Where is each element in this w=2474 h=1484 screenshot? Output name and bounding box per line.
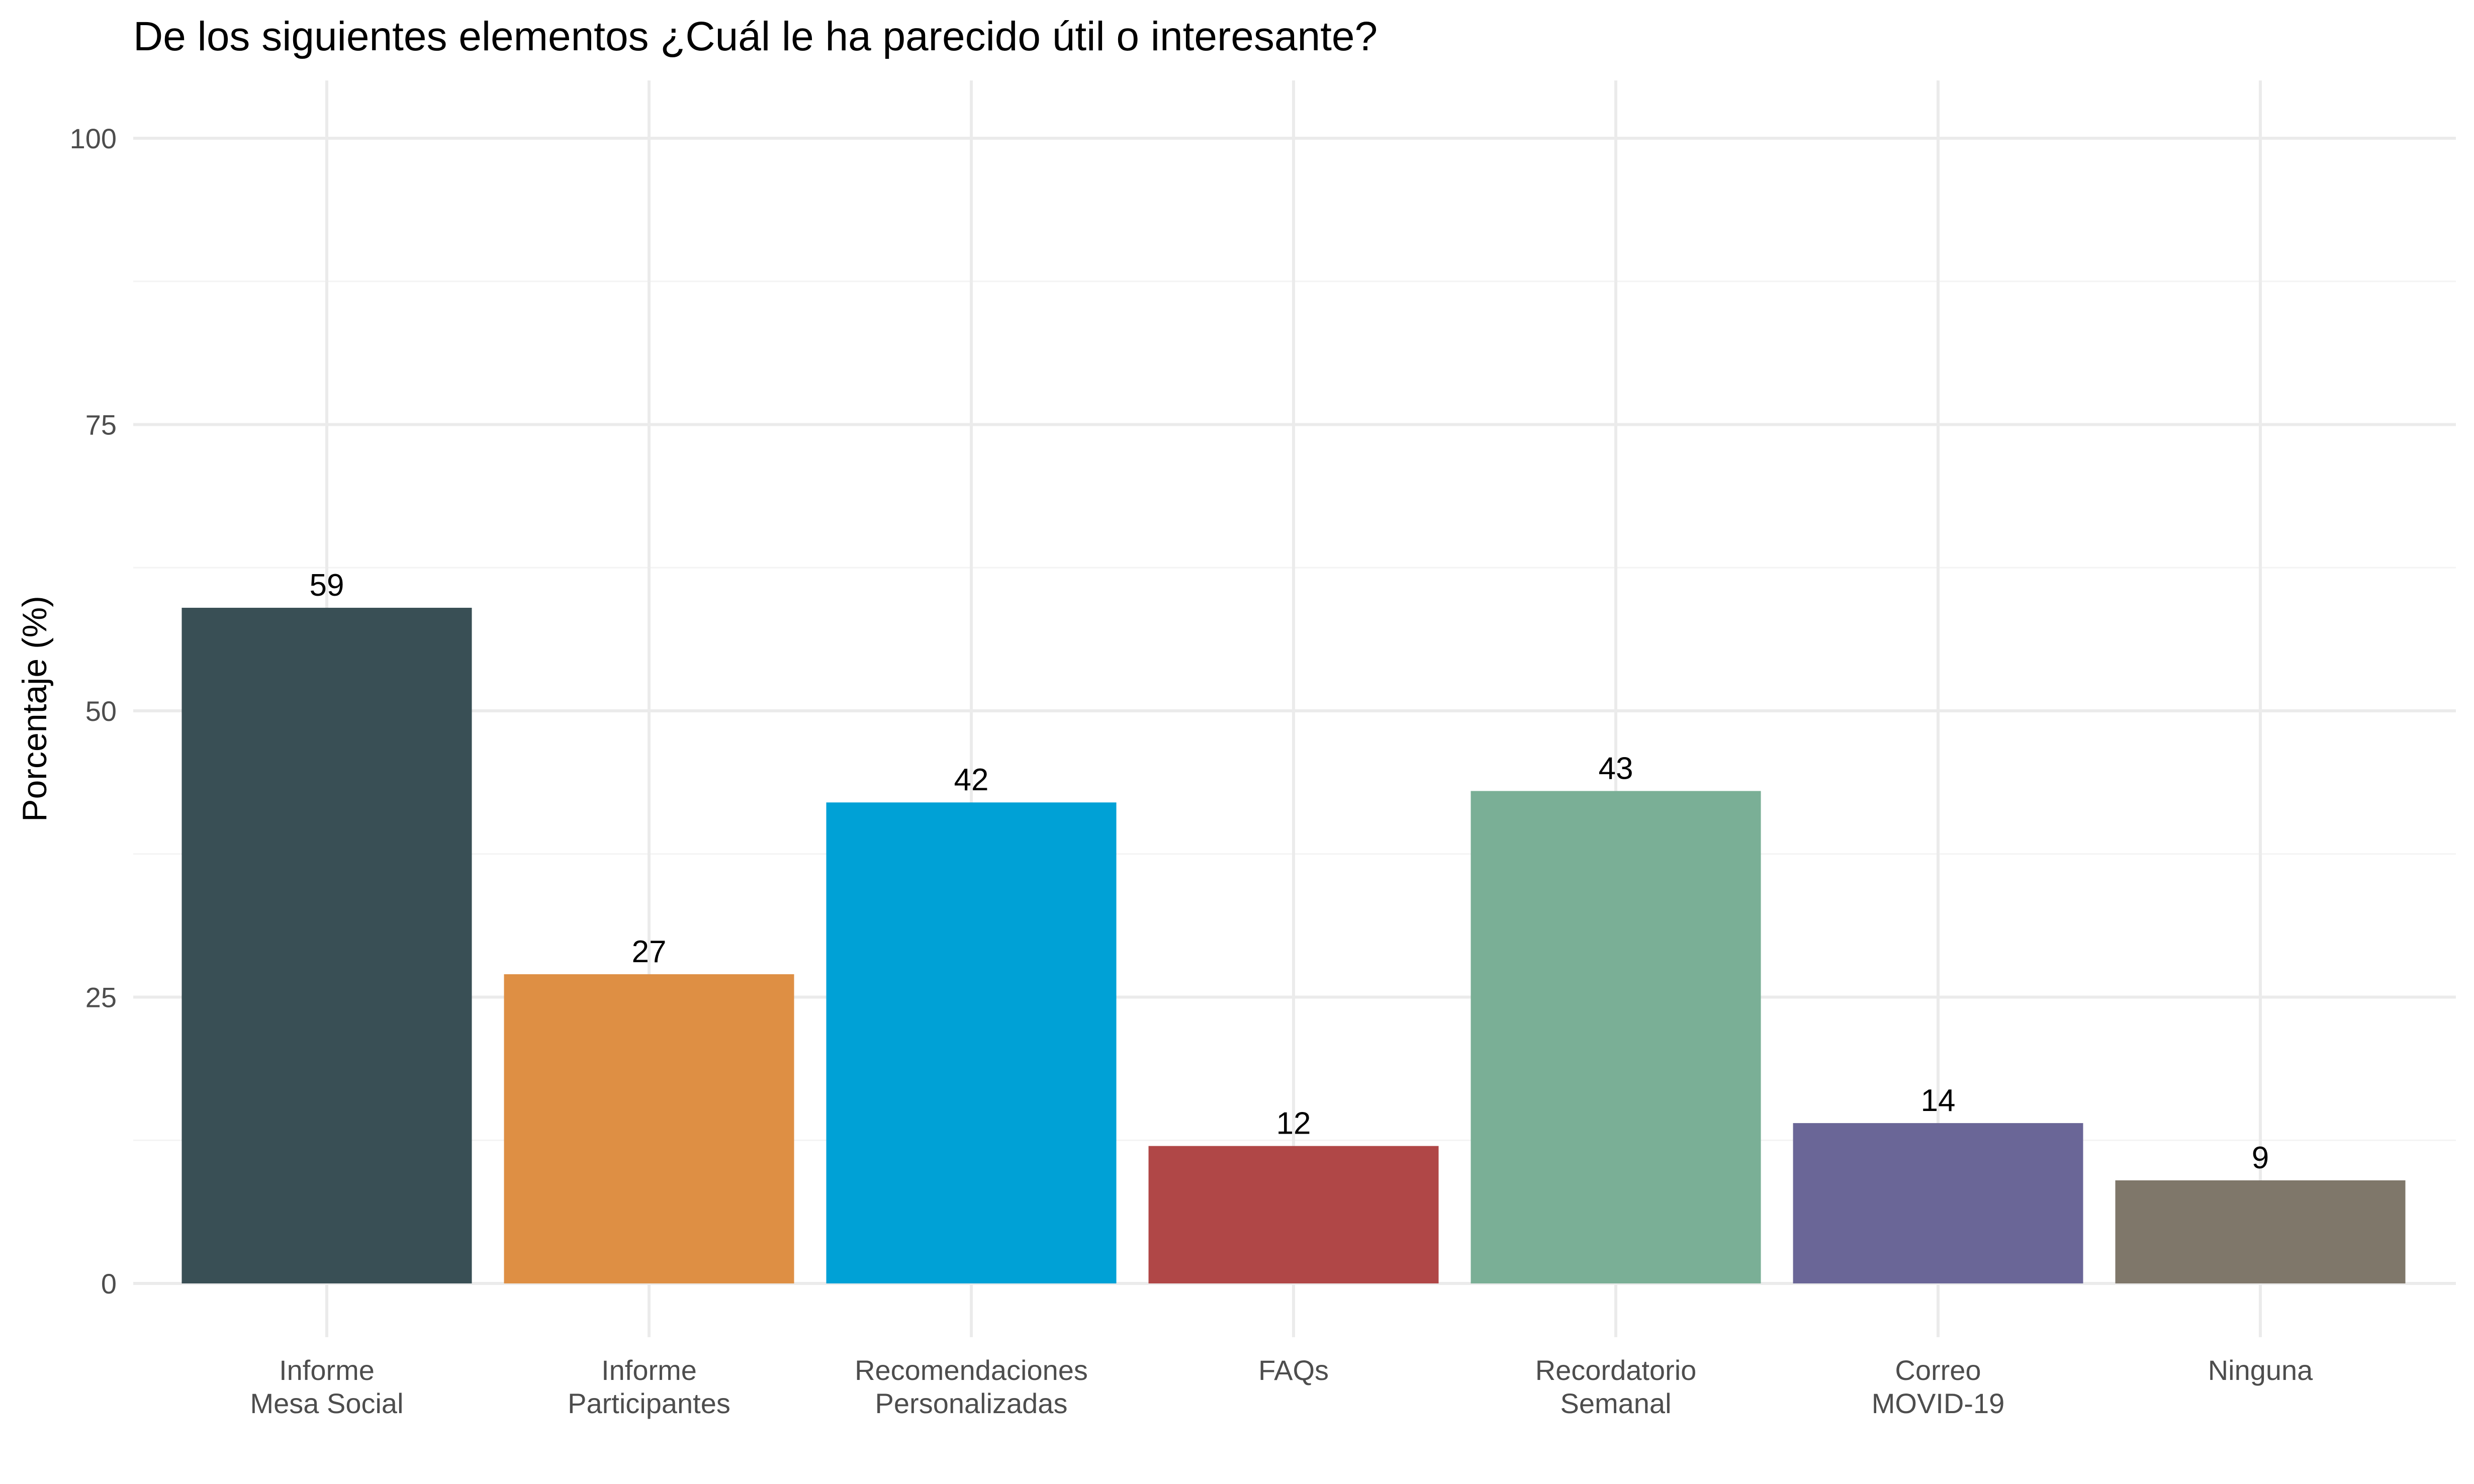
bar <box>1148 1146 1439 1283</box>
data-labels: 59 27 42 12 43 14 9 <box>310 568 2269 1175</box>
data-label: 12 <box>1276 1106 1311 1141</box>
bar <box>2115 1180 2406 1283</box>
x-ticks: Informe Mesa Social Informe Participantes Re… <box>250 1354 2313 1419</box>
x-tick-label: Informe Participantes <box>568 1354 730 1419</box>
y-axis-label: Porcentaje (%) <box>16 596 54 822</box>
y-tick-label: 25 <box>85 982 117 1013</box>
bar <box>504 974 794 1283</box>
bar <box>826 802 1117 1283</box>
y-tick-label: 0 <box>101 1268 117 1300</box>
x-tick-label: Informe Mesa Social <box>250 1354 403 1419</box>
x-tick-label: Recomendaciones Personalizadas <box>855 1354 1088 1419</box>
y-tick-label: 50 <box>85 695 117 727</box>
data-label: 43 <box>1599 751 1633 786</box>
x-tick-label: Ninguna <box>2208 1354 2313 1386</box>
y-ticks: 0 25 50 75 100 <box>70 123 117 1300</box>
y-tick-label: 75 <box>85 409 117 441</box>
data-label: 59 <box>310 568 344 603</box>
data-label: 42 <box>954 763 989 797</box>
data-label: 14 <box>1921 1083 1956 1118</box>
bar <box>1793 1123 2083 1283</box>
y-tick-label: 100 <box>70 123 117 154</box>
bar <box>181 607 472 1283</box>
bar <box>1471 791 1761 1283</box>
x-tick-label: Correo MOVID-19 <box>1872 1354 2005 1419</box>
chart-title: De los siguientes elementos ¿Cuál le ha … <box>133 14 1378 59</box>
bars <box>181 607 2406 1283</box>
x-tick-label: Recordatorio Semanal <box>1535 1354 1697 1419</box>
data-label: 27 <box>632 935 667 969</box>
data-label: 9 <box>2252 1141 2269 1175</box>
x-tick-label: FAQs <box>1258 1354 1329 1386</box>
